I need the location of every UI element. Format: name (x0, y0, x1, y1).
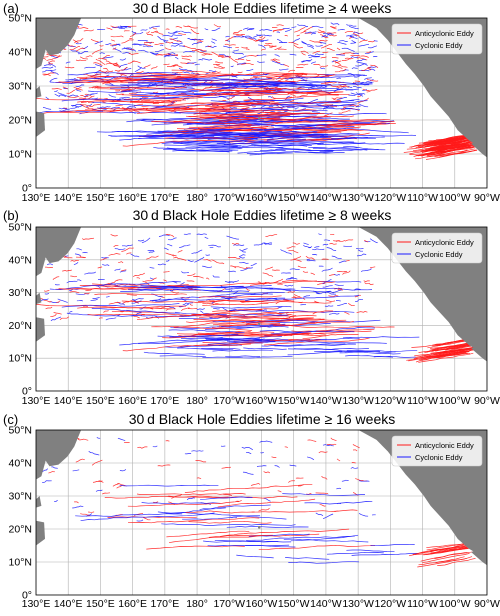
x-tick-label: 110°W (407, 395, 438, 407)
x-tick-label: 160°W (246, 395, 278, 407)
panel-label: (a) (3, 1, 19, 16)
y-tick-label: 20°N (9, 115, 32, 127)
legend-label-cyclonic: Cyclonic Eddy (415, 250, 463, 259)
x-tick-label: 90°W (474, 598, 500, 610)
y-tick-label: 10°N (9, 353, 32, 365)
panel-title: 30 d Black Hole Eddies lifetime ≥ 4 week… (133, 0, 392, 16)
x-tick-label: 140°E (54, 192, 83, 204)
x-tick-label: 140°W (310, 192, 342, 204)
x-tick-label: 100°W (439, 598, 471, 610)
x-tick-label: 170°E (150, 192, 179, 204)
x-tick-label: 150°E (86, 395, 115, 407)
y-tick-label: 10°N (9, 557, 32, 569)
y-tick-label: 40°N (9, 47, 32, 59)
y-tick-label: 30°N (9, 81, 32, 93)
x-tick-label: 180° (186, 192, 208, 204)
cyclonic-track (77, 300, 83, 301)
x-tick-label: 130°W (342, 598, 374, 610)
hawaii-land (258, 526, 261, 529)
x-tick-label: 140°W (310, 395, 342, 407)
cyclonic-track (101, 258, 108, 259)
cyclonic-track (191, 39, 203, 40)
x-tick-label: 150°W (278, 395, 310, 407)
legend-label-anticyclonic: Anticyclonic Eddy (415, 29, 474, 38)
x-tick-label: 130°W (342, 192, 374, 204)
anticyclonic-track (79, 98, 86, 99)
y-tick-label: 30°N (9, 491, 32, 503)
x-tick-label: 130°W (342, 395, 374, 407)
x-tick-label: 100°W (439, 395, 471, 407)
x-tick-label: 170°W (213, 395, 245, 407)
legend-label-anticyclonic: Anticyclonic Eddy (415, 441, 474, 450)
x-tick-label: 160°E (118, 395, 147, 407)
cyclonic-track (198, 60, 202, 61)
x-tick-label: 170°W (213, 192, 245, 204)
legend-label-cyclonic: Cyclonic Eddy (415, 453, 463, 462)
panel-title: 30 d Black Hole Eddies lifetime ≥ 16 wee… (129, 411, 396, 427)
legend-label-cyclonic: Cyclonic Eddy (415, 41, 463, 50)
y-tick-label: 40°N (9, 254, 32, 266)
cyclonic-track (230, 108, 237, 109)
anticyclonic-track (144, 42, 154, 43)
hawaii-land (258, 117, 261, 120)
y-tick-label: 40°N (9, 458, 32, 470)
x-tick-label: 110°W (407, 598, 438, 610)
x-tick-label: 160°E (118, 192, 147, 204)
x-tick-label: 120°W (375, 395, 407, 407)
x-tick-label: 90°W (474, 395, 500, 407)
x-tick-label: 140°E (54, 598, 83, 610)
y-tick-label: 20°N (9, 524, 32, 536)
x-tick-label: 150°W (278, 192, 310, 204)
panel-title: 30 d Black Hole Eddies lifetime ≥ 8 week… (133, 207, 392, 223)
anticyclonic-track (272, 270, 280, 271)
x-tick-label: 140°E (54, 395, 83, 407)
legend: Anticyclonic Eddy Cyclonic Eddy (392, 436, 482, 466)
y-tick-label: 20°N (9, 320, 32, 332)
x-tick-label: 130°E (22, 192, 51, 204)
x-tick-label: 150°E (86, 192, 115, 204)
x-tick-label: 180° (186, 598, 208, 610)
x-tick-label: 130°E (22, 598, 51, 610)
x-tick-label: 100°W (439, 192, 471, 204)
x-tick-label: 170°E (150, 395, 179, 407)
anticyclonic-track (99, 318, 103, 319)
y-tick-label: 50°N (9, 222, 32, 234)
panel-label: (c) (3, 412, 18, 427)
cyclonic-track (191, 451, 203, 452)
x-tick-label: 120°W (375, 192, 407, 204)
x-tick-label: 90°W (474, 192, 500, 204)
x-tick-label: 160°W (246, 598, 278, 610)
x-tick-label: 150°E (86, 598, 115, 610)
y-tick-label: 30°N (9, 287, 32, 299)
legend: Anticyclonic Eddy Cyclonic Eddy (392, 24, 482, 54)
x-tick-label: 140°W (310, 598, 342, 610)
x-tick-label: 130°E (22, 395, 51, 407)
legend-label-anticyclonic: Anticyclonic Eddy (415, 238, 474, 247)
x-tick-label: 160°W (246, 192, 278, 204)
x-tick-label: 170°W (213, 598, 245, 610)
x-tick-label: 110°W (407, 192, 438, 204)
x-tick-label: 150°W (278, 598, 310, 610)
panel-label: (b) (3, 208, 19, 223)
legend: Anticyclonic Eddy Cyclonic Eddy (392, 233, 482, 263)
x-tick-label: 170°E (150, 598, 179, 610)
x-tick-label: 120°W (375, 598, 407, 610)
x-tick-label: 160°E (118, 598, 147, 610)
x-tick-label: 180° (186, 395, 208, 407)
hawaii-land (258, 322, 261, 325)
y-tick-label: 10°N (9, 149, 32, 161)
